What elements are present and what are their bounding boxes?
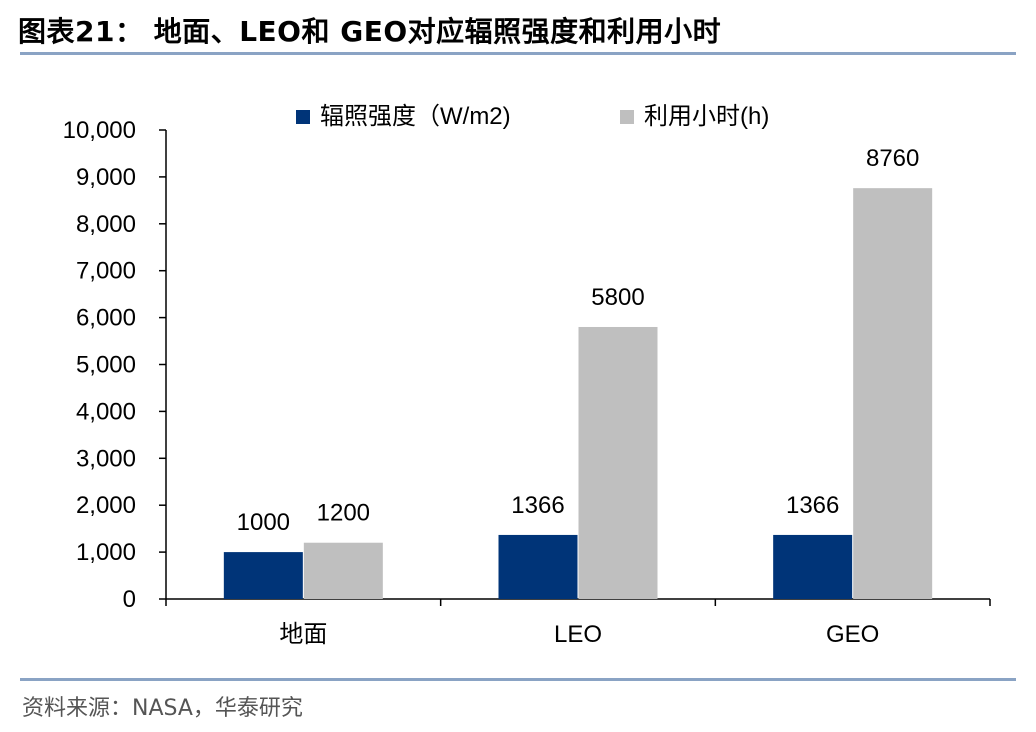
y-tick-label: 0: [123, 586, 136, 613]
legend-label: 辐照强度（W/m2): [320, 103, 511, 130]
y-tick-label: 9,000: [76, 164, 136, 191]
bar-value-label: 1200: [317, 500, 370, 527]
title-divider: [20, 52, 1016, 55]
y-tick-label: 5,000: [76, 352, 136, 379]
footer-divider: [20, 678, 1016, 681]
bar-value-label: 8760: [866, 145, 919, 172]
bar: [303, 542, 383, 599]
bar: [223, 552, 303, 599]
legend-label: 利用小时(h): [644, 103, 769, 130]
legend-swatch: [296, 110, 310, 124]
bar-value-label: 1366: [511, 492, 564, 519]
bar-value-label: 1366: [786, 492, 839, 519]
y-tick-label: 8,000: [76, 211, 136, 238]
x-category-label: LEO: [554, 621, 602, 648]
bar: [853, 188, 933, 599]
x-category-label: GEO: [826, 621, 879, 648]
y-tick-label: 10,000: [63, 117, 136, 144]
bar: [773, 534, 853, 599]
bar-value-label: 5800: [591, 284, 644, 311]
legend-swatch: [620, 110, 634, 124]
y-tick-label: 1,000: [76, 539, 136, 566]
y-tick-label: 6,000: [76, 305, 136, 332]
y-tick-label: 4,000: [76, 398, 136, 425]
x-category-label: 地面: [279, 621, 327, 648]
source-note: 资料来源：NASA，华泰研究: [22, 696, 303, 721]
bar: [578, 326, 658, 599]
bar: [498, 534, 578, 599]
y-tick-label: 3,000: [76, 445, 136, 472]
chart-title: 图表21： 地面、LEO和 GEO对应辐照强度和利用小时: [18, 15, 722, 48]
y-tick-label: 2,000: [76, 492, 136, 519]
bar-value-label: 1000: [237, 509, 290, 536]
y-tick-label: 7,000: [76, 258, 136, 285]
